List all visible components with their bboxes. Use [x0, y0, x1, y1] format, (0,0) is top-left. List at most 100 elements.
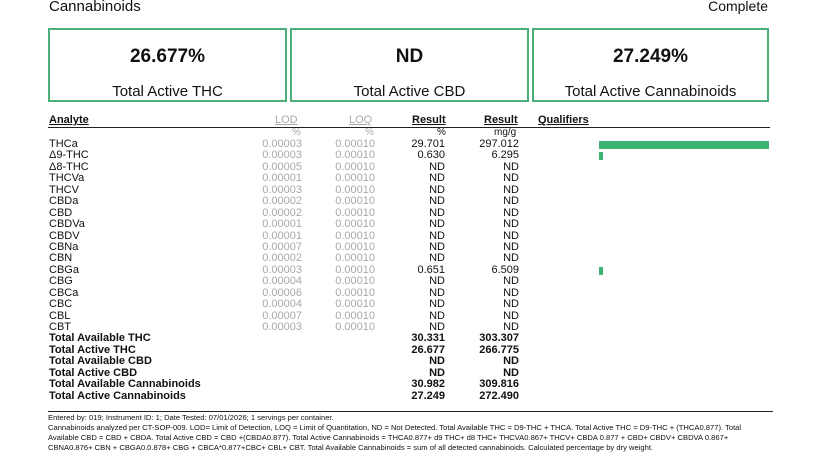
- lod-value: 0.00001: [262, 229, 302, 242]
- result-mg: ND: [503, 252, 519, 265]
- analyte-name: CBT: [49, 321, 71, 333]
- table-row: CBL 0.00007 0.00010 ND ND: [0, 309, 815, 322]
- results-table: THCa 0.00003 0.00010 29.701 297.012 Δ9-THC 0.0…: [0, 138, 815, 402]
- header-lod: LOD: [275, 114, 298, 126]
- result-mg: ND: [503, 172, 519, 185]
- total-mg: 266.775: [479, 343, 519, 356]
- result-mg: ND: [503, 309, 519, 322]
- total-mg: ND: [503, 366, 519, 379]
- table-row: CBDV 0.00001 0.00010 ND ND: [0, 229, 815, 242]
- table-row: CBT 0.00003 0.00010 ND ND: [0, 321, 815, 333]
- summary-label: Total Active Cannabinoids: [564, 83, 737, 100]
- result-percent: ND: [429, 160, 445, 173]
- total-row: Total Active THC 26.677 266.775: [0, 343, 815, 356]
- result-mg: 6.295: [491, 149, 519, 162]
- result-percent: ND: [429, 309, 445, 322]
- result-mg: 6.509: [491, 263, 519, 276]
- result-percent: 29.701: [411, 138, 445, 150]
- result-mg: ND: [503, 321, 519, 333]
- result-percent: ND: [429, 298, 445, 311]
- table-row: CBC 0.00004 0.00010 ND ND: [0, 298, 815, 311]
- loq-value: 0.00010: [335, 218, 375, 231]
- lod-value: 0.00003: [262, 138, 302, 150]
- total-percent: 30.982: [411, 378, 445, 391]
- total-mg: ND: [503, 355, 519, 368]
- result-percent: 0.630: [417, 149, 445, 162]
- loq-value: 0.00010: [335, 275, 375, 288]
- result-percent: ND: [429, 172, 445, 185]
- loq-value: 0.00010: [335, 263, 375, 276]
- total-name: Total Available THC: [49, 332, 151, 345]
- lod-value: 0.00002: [262, 206, 302, 219]
- loq-value: 0.00010: [335, 206, 375, 219]
- lod-value: 0.00004: [262, 275, 302, 288]
- result-mg: 297.012: [479, 138, 519, 150]
- lod-value: 0.00007: [262, 309, 302, 322]
- summary-label: Total Active CBD: [353, 83, 466, 100]
- table-row: CBD 0.00002 0.00010 ND ND: [0, 206, 815, 219]
- table-row: THCa 0.00003 0.00010 29.701 297.012: [0, 138, 815, 150]
- qualifier-bar: [599, 141, 769, 149]
- analyte-name: CBC: [49, 298, 73, 311]
- analyte-name: CBCa: [49, 286, 79, 299]
- summary-box-total-active-cbd: ND Total Active CBD: [290, 28, 529, 102]
- loq-value: 0.00010: [335, 298, 375, 311]
- header-analyte: Analyte: [49, 114, 89, 126]
- lod-value: 0.00003: [262, 183, 302, 196]
- lod-value: 0.00002: [262, 252, 302, 265]
- qualifier-bar: [599, 266, 603, 275]
- result-percent: ND: [429, 240, 445, 253]
- loq-value: 0.00010: [335, 252, 375, 265]
- result-percent: ND: [429, 229, 445, 242]
- result-mg: ND: [503, 183, 519, 196]
- summary-box-total-active-thc: 26.677% Total Active THC: [48, 28, 287, 102]
- footer-line-1: Entered by: 019; Instrument ID: 1; Date …: [48, 413, 334, 422]
- footer-line-2: Cannabinoids analyzed per CT-SOP-009. LO…: [48, 423, 742, 452]
- analyte-name: CBDV: [49, 229, 80, 242]
- loq-value: 0.00010: [335, 183, 375, 196]
- total-row: Total Available CBD ND ND: [0, 355, 815, 368]
- table-row: Δ8-THC 0.00005 0.00010 ND ND: [0, 160, 815, 173]
- total-name: Total Active THC: [49, 343, 136, 356]
- analyte-name: THCa: [49, 138, 78, 150]
- result-mg: ND: [503, 286, 519, 299]
- lod-value: 0.00003: [262, 149, 302, 162]
- loq-value: 0.00010: [335, 240, 375, 253]
- total-row: Total Available THC 30.331 303.307: [0, 332, 815, 345]
- lod-value: 0.00001: [262, 218, 302, 231]
- result-percent: ND: [429, 321, 445, 333]
- analyte-name: CBGa: [49, 263, 79, 276]
- result-mg: ND: [503, 275, 519, 288]
- unit-result-pct: %: [437, 127, 446, 138]
- total-name: Total Active Cannabinoids: [49, 389, 186, 402]
- footer-notes: Entered by: 019; Instrument ID: 1; Date …: [48, 411, 773, 453]
- result-percent: ND: [429, 183, 445, 196]
- result-mg: ND: [503, 206, 519, 219]
- result-percent: ND: [429, 195, 445, 208]
- table-row: CBN 0.00002 0.00010 ND ND: [0, 252, 815, 265]
- analyte-name: THCV: [49, 183, 79, 196]
- result-mg: ND: [503, 240, 519, 253]
- total-row: Total Active Cannabinoids 27.249 272.490: [0, 389, 815, 402]
- result-mg: ND: [503, 160, 519, 173]
- loq-value: 0.00010: [335, 149, 375, 162]
- loq-value: 0.00010: [335, 286, 375, 299]
- table-row: CBDVa 0.00001 0.00010 ND ND: [0, 218, 815, 231]
- analyte-name: THCVa: [49, 172, 85, 185]
- header-divider: [48, 127, 770, 128]
- table-row: THCVa 0.00001 0.00010 ND ND: [0, 172, 815, 185]
- loq-value: 0.00010: [335, 321, 375, 333]
- lod-value: 0.00006: [262, 286, 302, 299]
- result-percent: ND: [429, 206, 445, 219]
- total-mg: 303.307: [479, 332, 519, 345]
- result-percent: ND: [429, 286, 445, 299]
- analyte-name: CBDa: [49, 195, 79, 208]
- analyte-name: Δ8-THC: [49, 160, 89, 173]
- total-mg: 309.816: [479, 378, 519, 391]
- header-result-mg: Result: [484, 114, 518, 126]
- loq-value: 0.00010: [335, 195, 375, 208]
- analyte-name: CBN: [49, 252, 73, 265]
- header-qualifiers: Qualifiers: [538, 114, 589, 126]
- table-row: CBG 0.00004 0.00010 ND ND: [0, 275, 815, 288]
- total-percent: 27.249: [411, 389, 445, 402]
